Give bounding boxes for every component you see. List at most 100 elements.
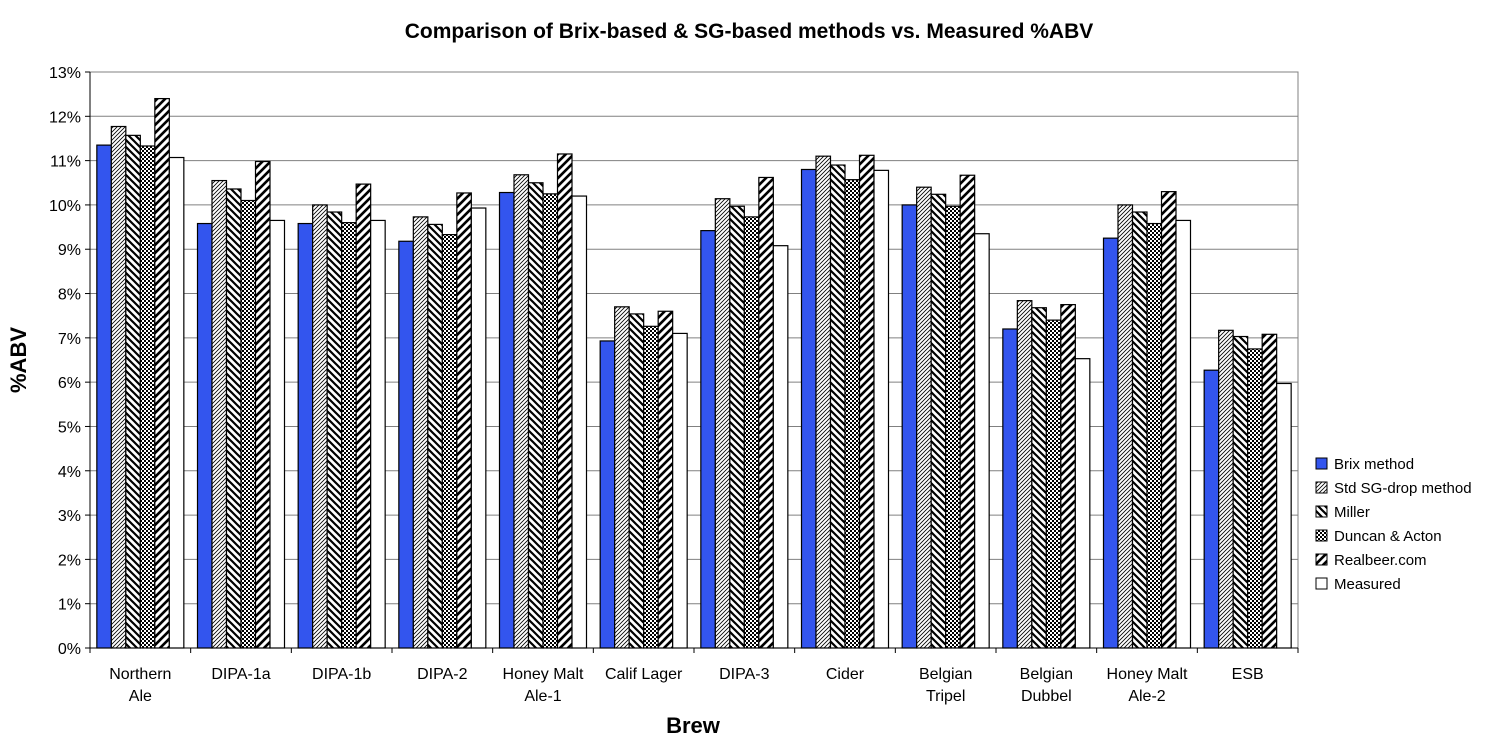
y-tick-label: 5% [58,419,81,436]
bar-measured-9 [1075,359,1090,648]
bar-duncan-acton-4 [543,194,558,648]
legend-label: Realbeer.com [1334,552,1427,569]
bar-realbeer-com-10 [1162,192,1177,648]
plot-area [90,72,1298,648]
bar-duncan-acton-10 [1147,224,1162,648]
x-category-label: Ale [129,688,152,705]
legend: Brix methodStd SG-drop methodMillerDunca… [1306,448,1496,600]
y-tick-label: 13% [49,65,81,82]
chart: Comparison of Brix-based & SG-based meth… [0,0,1500,746]
legend-swatch [1316,482,1327,493]
bar-miller-0 [126,135,141,648]
bar-duncan-acton-6 [744,217,759,648]
bar-std-sg-drop-method-7 [816,156,831,648]
bar-measured-10 [1176,220,1191,648]
bar-realbeer-com-3 [457,193,472,648]
y-tick-label: 4% [58,464,81,481]
y-axis-title: %ABV [6,327,31,393]
bar-duncan-acton-0 [140,146,155,648]
bar-std-sg-drop-method-10 [1118,205,1133,648]
y-tick-label: 9% [58,242,81,259]
x-category-label: Ale-1 [524,688,561,705]
bar-std-sg-drop-method-5 [615,307,630,648]
bar-duncan-acton-5 [644,326,659,648]
bar-realbeer-com-1 [256,162,271,648]
bar-measured-7 [874,170,889,648]
x-category-label: Belgian [1020,666,1073,683]
bar-miller-5 [629,314,644,648]
y-tick-label: 12% [49,109,81,126]
x-category-label: DIPA-3 [719,666,769,683]
legend-swatch [1316,530,1327,541]
bar-miller-3 [428,224,443,648]
bar-duncan-acton-2 [342,223,357,648]
bar-miller-4 [529,183,544,648]
bar-duncan-acton-1 [241,200,256,648]
bar-miller-6 [730,206,745,648]
bar-std-sg-drop-method-1 [212,181,227,648]
legend-swatch [1316,554,1327,565]
bar-miller-2 [327,212,342,648]
legend-label: Duncan & Acton [1334,528,1442,545]
legend-label: Std SG-drop method [1334,480,1472,497]
bar-realbeer-com-11 [1262,334,1277,648]
bar-std-sg-drop-method-3 [413,217,428,648]
bar-measured-2 [371,220,386,648]
x-category-label: DIPA-1b [312,666,371,683]
bar-duncan-acton-9 [1046,320,1061,648]
bar-measured-3 [471,208,486,648]
bar-std-sg-drop-method-2 [313,205,328,648]
bar-realbeer-com-2 [356,184,371,648]
x-category-label: Cider [826,666,865,683]
y-tick-label: 2% [58,552,81,569]
bar-brix-method-3 [399,241,414,648]
bar-brix-method-1 [198,224,213,648]
bar-std-sg-drop-method-8 [917,187,932,648]
y-axis-ticks: 0% 1% 2% 3% 4% 5% 6% 7% 8% 9% 10% 11% 12% 13% [49,65,90,658]
bar-measured-11 [1277,383,1292,648]
bar-miller-8 [931,194,946,648]
bar-duncan-acton-8 [946,206,961,648]
x-category-label: Tripel [926,688,965,705]
x-category-label: Northern [109,666,171,683]
y-tick-label: 0% [58,641,81,658]
bar-realbeer-com-4 [558,154,573,648]
bar-duncan-acton-3 [442,235,457,648]
bar-miller-7 [831,165,846,648]
legend-label: Measured [1334,576,1401,593]
y-tick-label: 3% [58,508,81,525]
bar-std-sg-drop-method-11 [1219,330,1234,648]
x-category-label: Belgian [919,666,972,683]
bar-std-sg-drop-method-4 [514,175,529,648]
legend-swatch [1316,578,1327,589]
bar-measured-4 [572,196,587,648]
bar-std-sg-drop-method-6 [715,199,730,648]
bar-measured-6 [773,246,788,648]
x-category-label: Dubbel [1021,688,1072,705]
y-tick-label: 1% [58,597,81,614]
chart-title: Comparison of Brix-based & SG-based meth… [405,20,1094,43]
bar-realbeer-com-5 [658,311,673,648]
y-tick-label: 7% [58,331,81,348]
bar-miller-9 [1032,308,1047,648]
bar-realbeer-com-9 [1061,305,1076,648]
bar-measured-5 [673,333,688,648]
y-tick-label: 10% [49,198,81,215]
x-axis-title: Brew [666,713,721,738]
bar-brix-method-10 [1104,238,1119,648]
bar-brix-method-4 [500,193,515,648]
bar-brix-method-5 [600,341,615,648]
x-category-label: ESB [1232,666,1264,683]
legend-label: Miller [1334,504,1370,521]
bar-realbeer-com-8 [960,175,975,648]
bar-brix-method-7 [802,169,817,648]
bar-brix-method-6 [701,231,716,648]
bar-duncan-acton-11 [1248,349,1263,648]
bar-measured-1 [270,220,285,648]
bar-duncan-acton-7 [845,180,860,648]
bar-measured-0 [169,158,184,648]
bar-brix-method-11 [1204,370,1219,648]
y-tick-label: 11% [50,154,81,171]
bar-brix-method-8 [902,205,917,648]
x-category-label: Honey Malt [1107,666,1188,683]
